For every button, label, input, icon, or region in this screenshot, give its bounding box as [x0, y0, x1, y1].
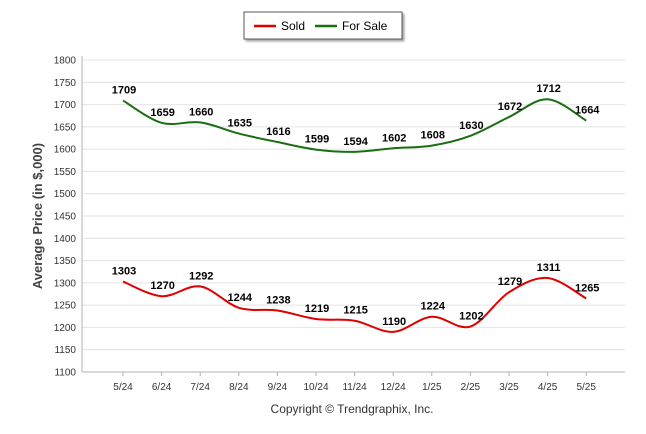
y-axis-title: Average Price (in $,000) — [30, 143, 45, 289]
data-label-for-sale: 1664 — [575, 105, 600, 117]
data-label-for-sale: 1709 — [112, 85, 136, 97]
data-label-sold: 1244 — [228, 292, 253, 304]
data-label-sold: 1202 — [459, 311, 483, 323]
y-tick-label: 1700 — [54, 100, 77, 111]
legend: Sold For Sale — [243, 11, 403, 40]
series-lines — [122, 98, 587, 333]
data-label-for-sale: 1599 — [305, 134, 329, 146]
x-tick-label: 4/25 — [538, 382, 558, 393]
x-tick-label: 6/24 — [152, 382, 172, 393]
data-label-for-sale: 1659 — [150, 107, 174, 119]
data-label-for-sale: 1635 — [228, 118, 252, 130]
gridlines — [82, 59, 625, 373]
y-tick-label: 1500 — [54, 189, 77, 200]
x-tick-label: 3/25 — [499, 382, 519, 393]
data-labels: 1303 1270 1292 1244 1238 1219 1215 1190 1224 1202… — [112, 83, 601, 328]
y-tick-label: 1800 — [54, 56, 77, 67]
x-tick-label: 10/24 — [303, 382, 328, 393]
y-tick-label: 1350 — [54, 256, 77, 267]
y-tick-label: 1100 — [54, 368, 76, 379]
series-line-for-sale — [122, 98, 587, 153]
y-tick-label: 1750 — [54, 78, 77, 89]
x-tick-label: 5/24 — [113, 382, 133, 393]
data-label-for-sale: 1608 — [421, 130, 445, 142]
data-label-for-sale: 1712 — [536, 83, 560, 95]
x-tick-label: 2/25 — [461, 382, 481, 393]
data-label-sold: 1238 — [266, 294, 290, 306]
data-label-for-sale: 1616 — [266, 126, 290, 138]
data-label-sold: 1270 — [150, 280, 174, 292]
data-label-for-sale: 1672 — [498, 101, 522, 113]
data-label-sold: 1215 — [343, 305, 367, 317]
data-label-sold: 1279 — [498, 276, 522, 288]
data-label-sold: 1265 — [575, 282, 599, 294]
data-label-for-sale: 1602 — [382, 132, 406, 144]
x-tick-label: 5/25 — [576, 382, 596, 393]
data-label-sold: 1219 — [305, 303, 329, 315]
y-tick-label: 1600 — [54, 145, 77, 156]
series-line-sold — [122, 276, 587, 333]
y-tick-label: 1550 — [54, 167, 77, 178]
axes: 1100 1150 1200 1250 1300 1350 1400 1450 1500 1550… — [54, 56, 625, 393]
x-tick-label: 7/24 — [190, 382, 210, 393]
legend-label-for-sale: For Sale — [342, 19, 388, 33]
copyright-text: Copyright © Trendgraphix, Inc. — [271, 402, 434, 416]
data-label-for-sale: 1660 — [189, 106, 213, 118]
x-tick-label: 11/24 — [342, 382, 367, 393]
y-tick-label: 1200 — [54, 323, 77, 334]
y-tick-label: 1450 — [54, 212, 77, 223]
data-label-sold: 1311 — [537, 262, 561, 274]
data-label-sold: 1224 — [421, 301, 446, 313]
data-label-sold: 1292 — [189, 270, 213, 282]
y-tick-label: 1650 — [54, 122, 77, 133]
legend-label-sold: Sold — [281, 19, 305, 33]
x-tick-label: 9/24 — [268, 382, 288, 393]
data-label-sold: 1190 — [382, 316, 406, 328]
y-tick-label: 1150 — [54, 345, 76, 356]
data-label-sold: 1303 — [112, 266, 136, 278]
x-tick-label: 1/25 — [422, 382, 442, 393]
x-tick-label: 8/24 — [229, 382, 249, 393]
x-tick-label: 12/24 — [381, 382, 406, 393]
data-label-for-sale: 1630 — [459, 120, 483, 132]
y-tick-label: 1250 — [54, 301, 77, 312]
y-tick-label: 1400 — [54, 234, 77, 245]
data-label-for-sale: 1594 — [343, 136, 368, 148]
y-tick-label: 1300 — [54, 278, 77, 289]
